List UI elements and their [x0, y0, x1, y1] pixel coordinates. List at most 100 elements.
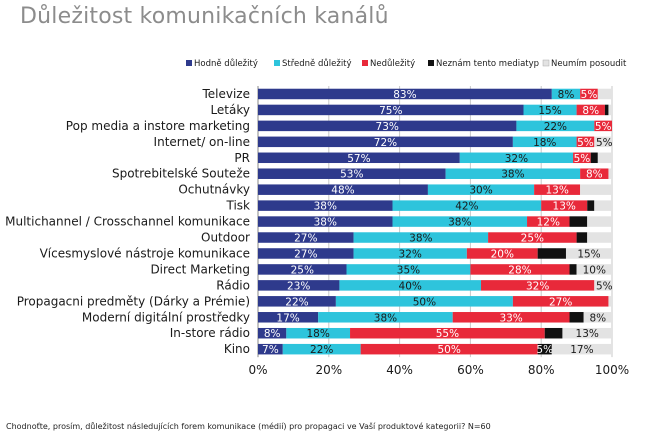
category-label: Direct Marketing — [150, 262, 250, 276]
bar-segment — [466, 248, 538, 259]
bar-segment — [335, 296, 513, 307]
bar-segment — [318, 312, 453, 323]
data-label: 50% — [413, 296, 436, 308]
bar-segment — [282, 343, 361, 355]
data-label: 13% — [545, 185, 568, 197]
data-label: 38% — [448, 217, 471, 229]
data-label: 75% — [379, 105, 402, 117]
bar-segment — [583, 312, 612, 323]
chart-title: Důležitost komunikačních kanálů — [20, 4, 389, 29]
category-label: Outdoor — [201, 231, 250, 245]
bar-segment — [551, 88, 581, 100]
category-label: Tisk — [226, 199, 251, 213]
bar-segment — [258, 312, 319, 323]
bar-segment — [516, 120, 595, 132]
data-label: 32% — [399, 248, 422, 260]
bar-segment — [604, 104, 609, 116]
category-label: Spotrebitelské Souteže — [112, 167, 250, 181]
data-label: 27% — [294, 248, 317, 260]
bar-segment — [512, 136, 577, 148]
bar-segment — [258, 120, 517, 132]
bar-segment — [562, 327, 612, 339]
bar-segment — [258, 296, 336, 307]
bar-segment — [258, 232, 354, 243]
bar-segment — [565, 248, 612, 259]
legend-label: Neznám tento mediatyp — [436, 59, 539, 69]
bar-segment — [350, 327, 545, 339]
data-label: 48% — [331, 185, 354, 197]
data-label: 18% — [533, 137, 556, 149]
data-label: 57% — [347, 153, 370, 165]
data-label: 27% — [549, 296, 572, 308]
legend-swatch — [362, 60, 368, 66]
bar-segment — [286, 327, 351, 339]
category-label: Vícesmyslové nástroje komunikace — [40, 246, 250, 260]
legend-swatch — [428, 60, 434, 66]
data-label: 5% — [536, 344, 553, 356]
data-label: 38% — [501, 169, 524, 181]
data-label: 22% — [544, 121, 567, 133]
bar-segment — [590, 152, 598, 164]
x-tick-label: 40% — [386, 363, 413, 377]
bar-segment — [353, 232, 489, 243]
x-tick-label: 20% — [315, 363, 342, 377]
category-label: Televize — [201, 87, 250, 101]
bar-segment — [580, 184, 612, 195]
data-label: 17% — [276, 312, 299, 324]
bar-segment — [481, 280, 595, 291]
data-label: 25% — [291, 264, 314, 276]
data-label: 5% — [595, 121, 612, 133]
bar-segment — [258, 327, 287, 339]
legend-swatch — [542, 59, 550, 67]
data-label: 73% — [376, 121, 399, 133]
category-label: Kino — [224, 342, 250, 356]
bar-segment — [258, 264, 347, 275]
bar-segment — [608, 104, 612, 116]
data-label: 8% — [558, 89, 575, 101]
data-label: 50% — [437, 344, 460, 356]
category-label: Multichannel / Crosschannel komunikace — [5, 215, 250, 229]
data-label: 10% — [583, 264, 606, 276]
data-label: 8% — [590, 312, 607, 324]
bar-segment — [258, 136, 513, 148]
bar-segment — [360, 343, 538, 355]
data-label: 35% — [397, 264, 420, 276]
bar-segment — [587, 232, 612, 243]
data-label: 8% — [582, 105, 599, 117]
data-label: 13% — [553, 201, 576, 213]
data-label: 32% — [526, 280, 549, 292]
bar-segment — [576, 136, 595, 148]
bar-segment — [346, 264, 471, 275]
data-label: 13% — [576, 328, 599, 340]
bar-segment — [587, 216, 612, 227]
bar-segment — [258, 184, 428, 195]
bar-segment — [445, 168, 581, 179]
legend-label: Středně důležitý — [282, 58, 352, 69]
bar-segment — [587, 200, 595, 211]
bar-segment — [339, 280, 482, 291]
bar-segment — [569, 264, 577, 275]
bar-segment — [258, 104, 524, 116]
bar-segment — [258, 168, 446, 179]
data-label: 22% — [285, 296, 308, 308]
bar-segment — [258, 280, 340, 291]
data-label: 15% — [538, 105, 561, 117]
bar-segment — [470, 264, 570, 275]
bar-segment — [541, 200, 588, 211]
data-label: 15% — [577, 248, 600, 260]
bar-segment — [597, 152, 612, 164]
legend-label: Hodně důležitý — [194, 58, 258, 69]
data-label: 53% — [340, 169, 363, 181]
data-label: 8% — [264, 328, 281, 340]
x-tick-label: 80% — [528, 363, 555, 377]
bar-segment — [527, 216, 570, 227]
bar-segment — [580, 88, 598, 100]
category-label: PR — [234, 151, 250, 165]
bar-segment — [594, 136, 612, 148]
bar-segment — [573, 152, 591, 164]
category-label: In-store rádio — [170, 326, 250, 340]
data-label: 27% — [294, 233, 317, 245]
data-label: 7% — [262, 344, 279, 356]
legend-swatch — [274, 60, 280, 66]
